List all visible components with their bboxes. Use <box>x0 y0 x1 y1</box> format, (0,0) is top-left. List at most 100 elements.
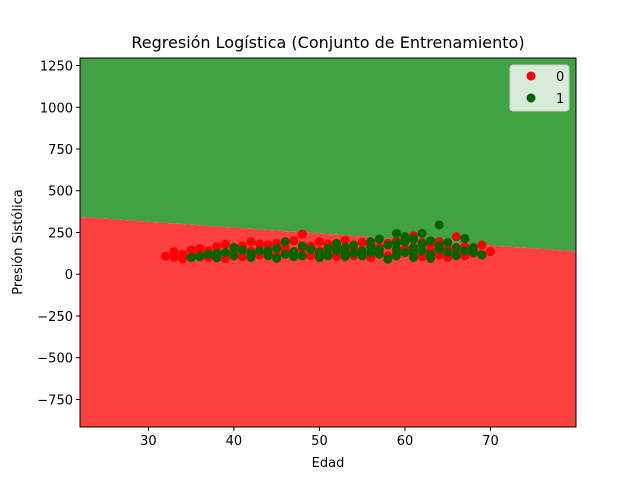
y-tick-label: 750 <box>48 143 73 158</box>
point-class-1 <box>434 220 444 230</box>
point-class-1 <box>340 243 350 253</box>
point-class-0 <box>477 240 487 250</box>
point-class-1 <box>409 247 419 257</box>
point-class-0 <box>306 251 316 261</box>
legend-marker-0 <box>526 71 536 81</box>
y-tick-label: 0 <box>65 268 73 283</box>
legend: 0 1 <box>509 64 570 112</box>
point-class-1 <box>443 238 453 247</box>
point-class-1 <box>349 240 359 250</box>
y-tick-label: 1250 <box>40 60 73 75</box>
point-class-0 <box>161 251 171 261</box>
legend-box <box>509 64 570 112</box>
class-0-region <box>80 216 576 427</box>
point-class-1 <box>460 246 470 256</box>
point-class-0 <box>451 232 461 242</box>
point-class-1 <box>417 239 427 249</box>
point-class-0 <box>297 229 307 239</box>
point-class-0 <box>246 237 256 247</box>
point-class-1 <box>357 251 367 261</box>
chart-title: Regresión Logística (Conjunto de Entrena… <box>131 33 524 52</box>
point-class-0 <box>169 253 179 263</box>
class-1-region <box>80 58 576 252</box>
point-class-1 <box>443 248 453 258</box>
point-class-0 <box>212 242 222 252</box>
point-class-0 <box>220 239 230 249</box>
x-tick-label: 60 <box>397 434 414 449</box>
point-class-1 <box>426 253 436 263</box>
y-tick-label: −750 <box>37 393 73 408</box>
point-class-1 <box>195 252 205 262</box>
point-class-1 <box>272 243 282 253</box>
point-class-1 <box>280 237 290 247</box>
point-class-1 <box>229 251 239 261</box>
point-class-1 <box>400 248 410 258</box>
x-tick-label: 40 <box>226 434 243 449</box>
point-class-1 <box>237 245 247 255</box>
point-class-1 <box>451 243 461 253</box>
x-axis-label: Edad <box>312 456 345 471</box>
point-class-1 <box>409 234 419 244</box>
legend-marker-1 <box>526 93 536 103</box>
decision-regions <box>80 58 576 427</box>
y-tick-label: 500 <box>48 185 73 200</box>
y-tick-label: 1000 <box>40 101 73 116</box>
point-class-1 <box>263 246 273 256</box>
point-class-1 <box>297 251 307 261</box>
point-class-1 <box>468 243 478 253</box>
legend-label-0: 0 <box>556 70 564 85</box>
point-class-1 <box>417 246 427 256</box>
point-class-1 <box>451 251 461 261</box>
point-class-1 <box>366 237 376 247</box>
point-class-1 <box>306 244 316 254</box>
point-class-1 <box>374 245 384 255</box>
point-class-1 <box>434 241 444 251</box>
point-class-1 <box>383 254 393 264</box>
point-class-1 <box>220 248 230 258</box>
point-class-1 <box>460 233 470 243</box>
y-axis: −750 −500 −250 0 250 500 750 1000 1250 <box>37 60 80 408</box>
point-class-1 <box>289 252 299 262</box>
point-class-0 <box>357 238 367 247</box>
point-class-1 <box>400 232 410 242</box>
point-class-1 <box>374 234 384 244</box>
point-class-1 <box>426 236 436 246</box>
y-axis-label: Presión Sistólica <box>11 189 26 294</box>
point-class-1 <box>366 248 376 258</box>
point-class-1 <box>477 250 487 260</box>
legend-label-1: 1 <box>556 92 564 107</box>
y-tick-label: −250 <box>37 310 73 325</box>
point-class-1 <box>186 253 196 263</box>
point-class-1 <box>391 251 401 261</box>
point-class-0 <box>178 254 188 264</box>
point-class-1 <box>391 228 401 238</box>
point-class-1 <box>246 248 256 258</box>
point-class-1 <box>332 246 342 256</box>
point-class-1 <box>323 243 333 253</box>
x-tick-label: 30 <box>140 434 157 449</box>
point-class-1 <box>280 249 290 259</box>
point-class-0 <box>237 252 247 262</box>
plot-frame <box>79 57 577 428</box>
x-tick-label: 70 <box>482 434 499 449</box>
point-class-1 <box>349 248 359 258</box>
point-class-0 <box>255 239 265 249</box>
point-class-1 <box>203 249 213 259</box>
y-tick-label: −500 <box>37 352 73 367</box>
point-class-1 <box>323 251 333 261</box>
x-axis: 30 40 50 60 70 <box>140 427 499 449</box>
x-tick-label: 50 <box>311 434 328 449</box>
point-class-0 <box>314 237 324 247</box>
point-class-1 <box>229 243 239 253</box>
point-class-1 <box>383 240 393 250</box>
point-class-1 <box>332 238 342 248</box>
point-class-1 <box>340 249 350 259</box>
point-class-1 <box>255 246 265 256</box>
point-class-1 <box>417 228 427 238</box>
point-class-1 <box>391 238 401 248</box>
y-tick-label: 250 <box>48 226 73 241</box>
point-class-0 <box>289 236 299 246</box>
point-class-1 <box>314 248 324 258</box>
point-class-1 <box>272 253 282 263</box>
